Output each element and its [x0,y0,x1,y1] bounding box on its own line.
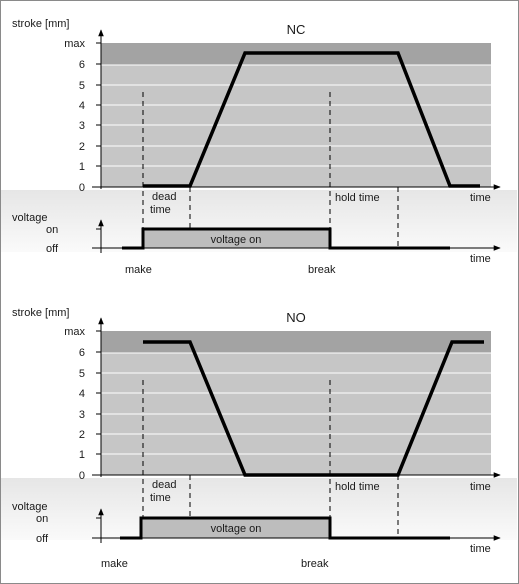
nc-voltage-plot: voltage on off voltage on make break tim… [12,212,501,276]
nc-y-axis-label: stroke [mm] [12,18,69,30]
nc-y-ticks [96,42,101,188]
nc-pulse-fill [143,229,330,248]
no-time-label: time [150,492,171,504]
nc-diagram: NC stroke [mm] max 6 5 4 3 2 1 0 time de… [1,18,517,276]
no-hold-time-label: hold time [335,481,380,493]
no-dead-label: dead [152,479,176,491]
nc-tick-2: 2 [79,141,85,153]
nc-voltage-on-tick: on [46,224,58,236]
no-stroke-curve [143,340,484,477]
no-x-axis-label: time [470,481,491,493]
no-voltage-on-tick: on [36,513,48,525]
no-voltage-off-tick: off [36,533,49,545]
no-voltage-label: voltage [12,501,47,513]
no-make-label: make [101,558,128,570]
no-tick-3: 3 [79,409,85,421]
nc-time-label: time [150,204,171,216]
nc-y-tick-labels: max 6 5 4 3 2 1 0 [64,38,85,194]
no-voltage-signal [120,516,450,540]
no-y-ticks [96,330,101,476]
no-title: NO [286,310,306,325]
nc-voltage-signal [122,227,450,250]
nc-voltage-label: voltage [12,212,47,224]
no-tick-5: 5 [79,368,85,380]
nc-dead-label: dead [152,191,176,203]
nc-tick-1: 1 [79,161,85,173]
no-pulse-label: voltage on [211,523,262,535]
nc-make-label: make [125,264,152,276]
nc-tick-0: 0 [79,182,85,194]
nc-title: NC [287,22,306,37]
nc-stroke-curve [143,51,480,188]
no-break-label: break [301,558,329,570]
nc-tick-3: 3 [79,120,85,132]
no-diagram: NO stroke [mm] max 6 5 4 3 2 1 0 time de… [1,307,517,570]
nc-x-axis-label: time [470,192,491,204]
no-voltage-time-label: time [470,543,491,555]
nc-hold-time-label: hold time [335,192,380,204]
no-tick-max: max [64,326,85,338]
nc-tick-max: max [64,38,85,50]
nc-voltage-off-tick: off [46,243,59,255]
no-shade-max [101,331,491,353]
no-dashed-markers [142,380,399,538]
no-tick-0: 0 [79,470,85,482]
nc-tick-6: 6 [79,59,85,71]
nc-tick-4: 4 [79,100,85,112]
no-gridlines [101,352,491,455]
no-y-tick-labels: max 6 5 4 3 2 1 0 [64,326,85,482]
no-tick-6: 6 [79,347,85,359]
no-tick-1: 1 [79,449,85,461]
no-tick-2: 2 [79,429,85,441]
no-pulse-fill [141,518,330,538]
nc-voltage-time-label: time [470,253,491,265]
nc-pulse-label: voltage on [211,234,262,246]
no-voltage-plot: voltage on off voltage on make break tim… [12,501,501,570]
no-y-axis-label: stroke [mm] [12,307,69,319]
no-tick-4: 4 [79,388,85,400]
nc-tick-5: 5 [79,80,85,92]
nc-dashed-markers [142,92,399,248]
nc-shade-body [101,65,491,187]
nc-break-label: break [308,264,336,276]
